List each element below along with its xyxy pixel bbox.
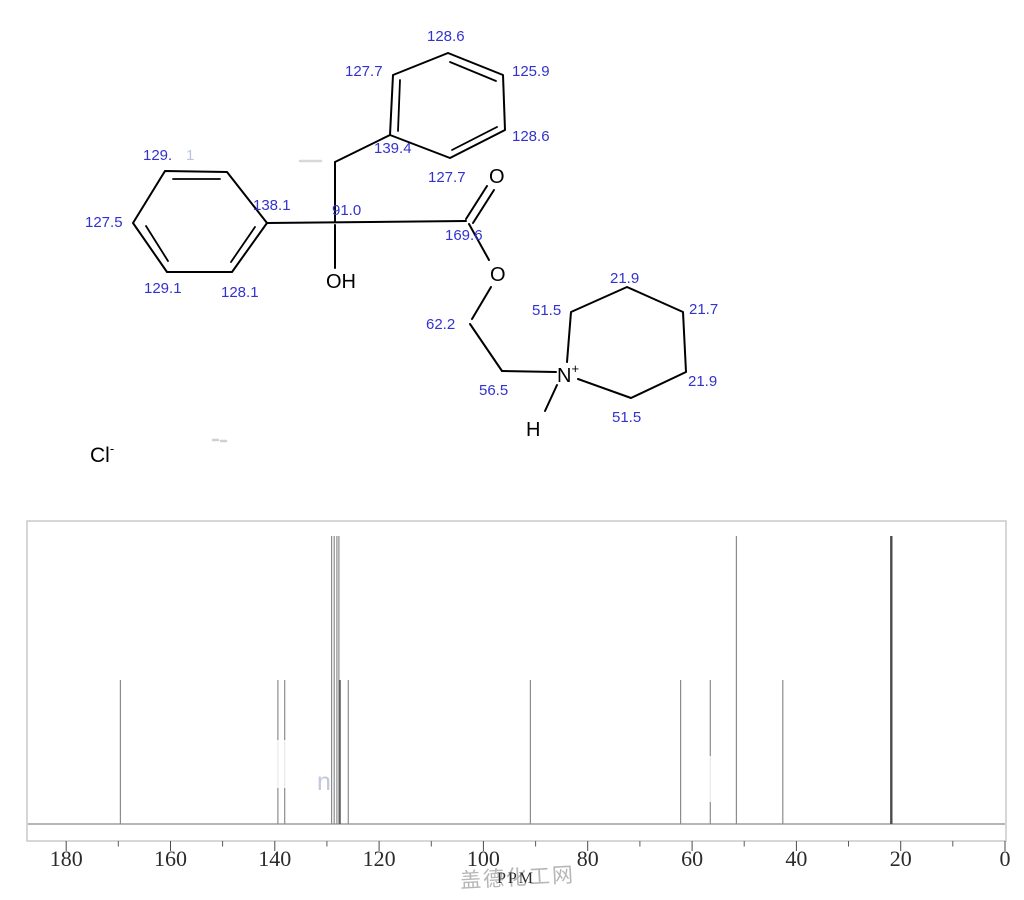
shift-label: 127.7 (428, 169, 466, 186)
axis-tick-label: 180 (50, 846, 83, 871)
watermark-erase-artifact (269, 740, 718, 802)
shift-label: 21.9 (688, 373, 717, 390)
shift-label: 51.5 (532, 302, 561, 319)
atom-label-o: O (490, 264, 506, 286)
atom-label-cl: Cl- (90, 441, 114, 467)
spectrum-plot-box (26, 520, 1007, 842)
shift-label: 139.4 (374, 140, 412, 157)
shift-label: 129.1 (144, 280, 182, 297)
shift-label: 128.1 (221, 284, 259, 301)
shift-label: 21.9 (610, 270, 639, 287)
bond-lines (266, 134, 558, 412)
shift-label-faded: 1 (186, 147, 194, 164)
shift-label: 128.6 (512, 128, 550, 145)
watermark-erase-artifact (211, 159, 323, 443)
axis-tick-label: 20 (890, 846, 912, 871)
phenyl-ring-top (389, 52, 506, 159)
shift-label: 21.7 (689, 301, 718, 318)
ppm-axis-title: PPM (497, 870, 535, 887)
shift-label: 56.5 (479, 382, 508, 399)
atom-labels: O O OH N+ H Cl- (90, 166, 579, 467)
axis-tick-label: 120 (363, 846, 396, 871)
axis-tick-label: 0 (1000, 846, 1011, 871)
piperidinium-ring (566, 286, 687, 399)
shift-label: 138.1 (253, 197, 291, 214)
peak-lines (119, 536, 893, 824)
axis-tick-label: 140 (258, 846, 291, 871)
axis-tick-label: 80 (577, 846, 599, 871)
ppm-axis: 180 160 140 120 100 80 60 40 20 0 (50, 841, 1011, 871)
shift-label: 127.5 (85, 214, 123, 231)
atom-label-o: O (489, 166, 505, 188)
atom-label-h: H (526, 419, 540, 441)
axis-tick-label: 60 (681, 846, 703, 871)
faint-watermark-letter: n (317, 768, 331, 796)
shift-label: 127.7 (345, 63, 383, 80)
shift-label: 125.9 (512, 63, 550, 80)
axis-tick-label: 40 (785, 846, 807, 871)
shift-label: 129. (143, 147, 172, 164)
shift-label: 51.5 (612, 409, 641, 426)
axis-tick-label: 160 (154, 846, 187, 871)
shift-label: 169.6 (445, 227, 483, 244)
axis-tick-label: 100 (467, 846, 500, 871)
shift-label: 128.6 (427, 28, 465, 45)
atom-label-oh: OH (326, 271, 356, 293)
phenyl-ring-left (132, 170, 268, 273)
atom-label-n: N+ (557, 361, 579, 387)
nmr-spectrum: n 180 160 140 120 100 80 60 40 20 0 盖德化工网 PPM (26, 520, 1011, 893)
shift-label: 62.2 (426, 316, 455, 333)
shift-label: 91.0 (332, 202, 361, 219)
